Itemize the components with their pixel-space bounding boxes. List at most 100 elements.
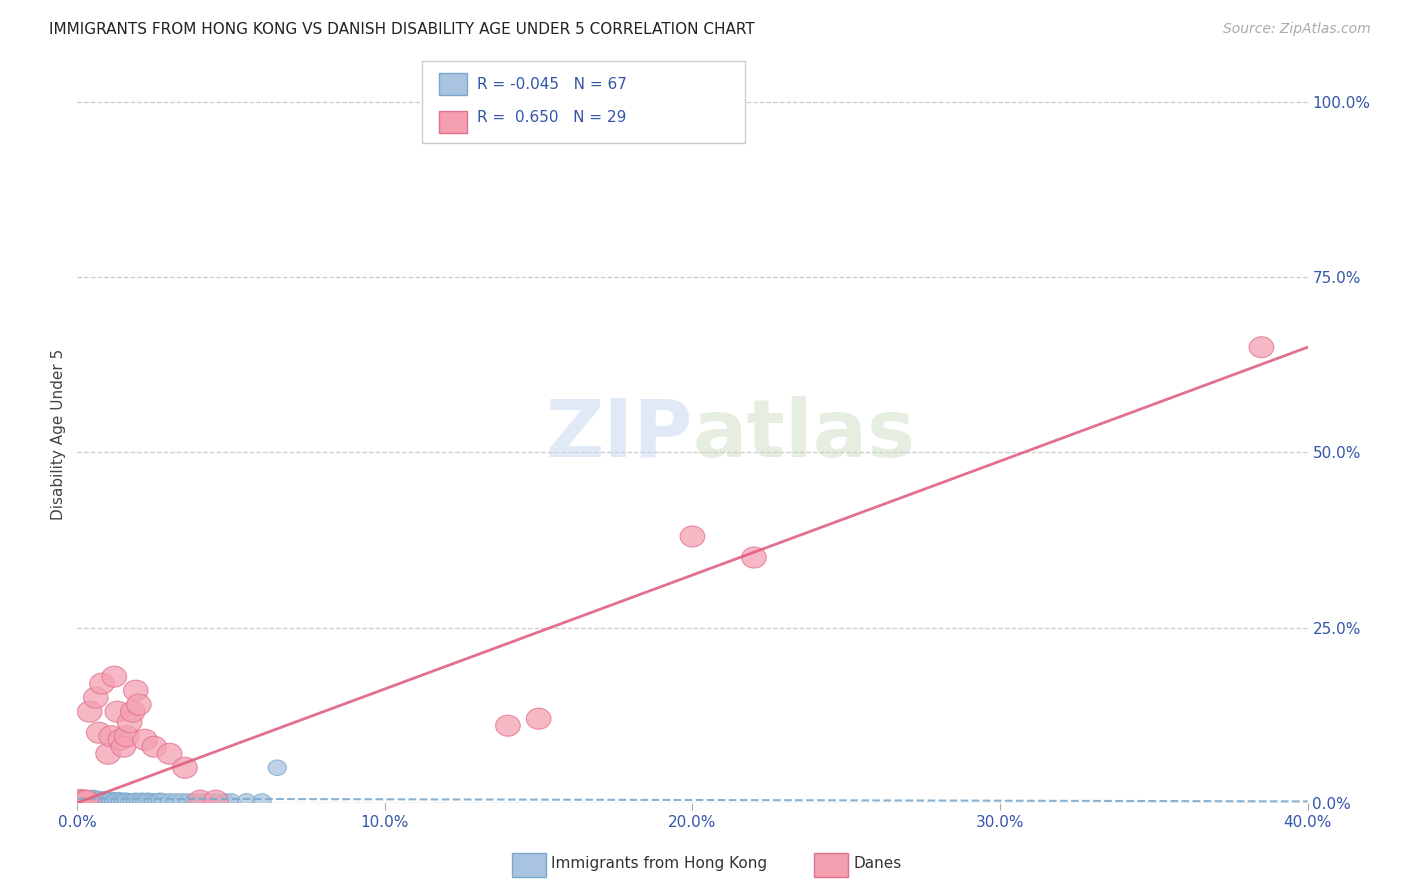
Ellipse shape	[75, 794, 93, 809]
Ellipse shape	[96, 791, 114, 807]
Ellipse shape	[496, 715, 520, 736]
Ellipse shape	[238, 794, 256, 809]
Ellipse shape	[90, 793, 108, 808]
Ellipse shape	[117, 712, 142, 732]
Ellipse shape	[207, 794, 225, 809]
Ellipse shape	[96, 794, 114, 809]
Ellipse shape	[72, 793, 90, 808]
Ellipse shape	[108, 792, 127, 808]
Ellipse shape	[98, 793, 117, 808]
Ellipse shape	[155, 794, 173, 809]
Ellipse shape	[139, 793, 157, 808]
Ellipse shape	[80, 793, 98, 808]
Ellipse shape	[681, 526, 704, 547]
Ellipse shape	[83, 790, 103, 805]
Ellipse shape	[117, 793, 136, 808]
Ellipse shape	[186, 794, 204, 809]
Text: ZIP: ZIP	[546, 396, 693, 474]
Ellipse shape	[72, 790, 96, 811]
Ellipse shape	[72, 791, 90, 807]
Ellipse shape	[526, 708, 551, 730]
Ellipse shape	[77, 701, 103, 723]
Ellipse shape	[129, 794, 148, 809]
Ellipse shape	[103, 792, 121, 808]
Ellipse shape	[142, 794, 160, 809]
Ellipse shape	[204, 790, 228, 811]
Text: R =  0.650   N = 29: R = 0.650 N = 29	[477, 110, 626, 125]
Ellipse shape	[105, 793, 124, 808]
Text: IMMIGRANTS FROM HONG KONG VS DANISH DISABILITY AGE UNDER 5 CORRELATION CHART: IMMIGRANTS FROM HONG KONG VS DANISH DISA…	[49, 22, 755, 37]
Ellipse shape	[222, 794, 240, 809]
Ellipse shape	[75, 790, 98, 811]
Ellipse shape	[98, 794, 117, 809]
Ellipse shape	[1249, 337, 1274, 358]
Ellipse shape	[93, 793, 111, 808]
Ellipse shape	[75, 792, 93, 808]
Ellipse shape	[83, 793, 103, 808]
Text: Source: ZipAtlas.com: Source: ZipAtlas.com	[1223, 22, 1371, 37]
Ellipse shape	[191, 794, 209, 809]
Ellipse shape	[83, 791, 103, 807]
Ellipse shape	[127, 793, 145, 808]
Ellipse shape	[173, 757, 197, 778]
Ellipse shape	[179, 794, 197, 809]
Ellipse shape	[114, 726, 139, 747]
Ellipse shape	[90, 791, 108, 807]
Text: atlas: atlas	[693, 396, 915, 474]
Ellipse shape	[117, 794, 136, 809]
Ellipse shape	[160, 794, 179, 809]
Ellipse shape	[111, 736, 136, 757]
Ellipse shape	[87, 723, 111, 743]
Ellipse shape	[108, 730, 132, 750]
Ellipse shape	[105, 794, 124, 809]
Ellipse shape	[132, 730, 157, 750]
Ellipse shape	[87, 792, 105, 808]
Ellipse shape	[142, 736, 166, 757]
Ellipse shape	[269, 760, 287, 775]
Ellipse shape	[108, 794, 127, 809]
Ellipse shape	[93, 792, 111, 808]
Ellipse shape	[121, 701, 145, 723]
Ellipse shape	[111, 793, 129, 808]
Ellipse shape	[166, 794, 186, 809]
Ellipse shape	[188, 790, 212, 811]
Ellipse shape	[80, 792, 98, 808]
Ellipse shape	[253, 794, 271, 809]
Ellipse shape	[145, 794, 163, 809]
Text: R = -0.045   N = 67: R = -0.045 N = 67	[477, 77, 627, 92]
Ellipse shape	[124, 680, 148, 701]
Ellipse shape	[105, 701, 129, 723]
Ellipse shape	[103, 666, 127, 687]
Ellipse shape	[80, 794, 98, 809]
Ellipse shape	[114, 793, 132, 808]
Ellipse shape	[93, 794, 111, 809]
Ellipse shape	[111, 794, 129, 809]
Text: Danes: Danes	[853, 856, 901, 871]
Ellipse shape	[215, 794, 235, 809]
Ellipse shape	[173, 794, 191, 809]
Ellipse shape	[67, 789, 93, 811]
Ellipse shape	[136, 794, 155, 809]
Ellipse shape	[96, 743, 121, 764]
Ellipse shape	[121, 794, 139, 809]
Ellipse shape	[90, 673, 114, 694]
Ellipse shape	[83, 794, 103, 809]
Ellipse shape	[127, 694, 152, 715]
Ellipse shape	[90, 794, 108, 809]
Ellipse shape	[148, 794, 166, 809]
Ellipse shape	[98, 726, 124, 747]
Ellipse shape	[132, 793, 152, 808]
Text: Immigrants from Hong Kong: Immigrants from Hong Kong	[551, 856, 768, 871]
Ellipse shape	[77, 793, 96, 808]
Ellipse shape	[77, 794, 96, 809]
Ellipse shape	[77, 791, 96, 807]
Ellipse shape	[96, 793, 114, 808]
Ellipse shape	[157, 743, 181, 764]
Ellipse shape	[114, 794, 132, 809]
Y-axis label: Disability Age Under 5: Disability Age Under 5	[51, 350, 66, 520]
Ellipse shape	[77, 790, 96, 805]
Ellipse shape	[75, 791, 93, 806]
Ellipse shape	[87, 791, 105, 806]
Ellipse shape	[103, 794, 121, 809]
Ellipse shape	[83, 687, 108, 708]
